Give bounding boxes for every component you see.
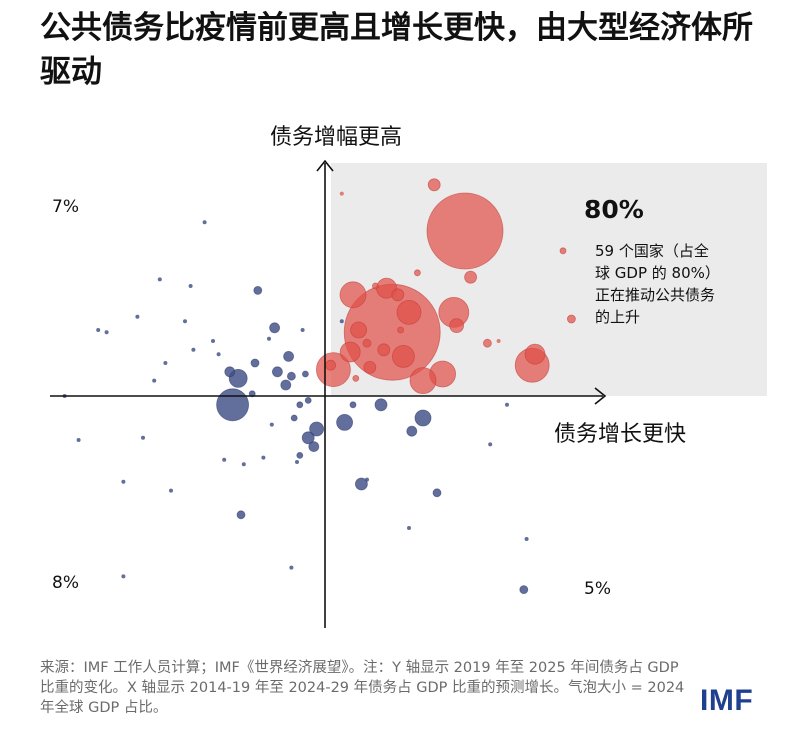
red-bubble <box>397 326 405 334</box>
blue-bubble <box>488 442 493 447</box>
red-bubble <box>350 321 368 339</box>
blue-bubble <box>236 510 246 520</box>
red-bubble <box>362 338 372 348</box>
blue-bubble <box>296 401 304 409</box>
top-right-note-line-3: 正在推动公共债务 <box>595 286 715 304</box>
blue-bubble <box>309 421 325 437</box>
blue-bubble <box>76 438 81 442</box>
blue-bubble <box>296 451 304 459</box>
blue-bubble <box>289 565 294 570</box>
blue-bubble <box>432 488 442 498</box>
blue-bubble <box>216 352 221 357</box>
blue-bubble <box>163 361 168 365</box>
red-bubble <box>449 318 465 334</box>
red-bubble <box>567 314 576 324</box>
bottom-left-percent: 8% <box>52 573 79 593</box>
blue-bubble <box>301 370 309 378</box>
source-note: 来源：IMF 工作人员计算；IMF《世界经济展望》。注：Y 轴显示 2019 年… <box>40 660 685 716</box>
top-right-note-line-2: 球 GDP 的 80%） <box>595 264 720 282</box>
red-bubble <box>464 270 478 284</box>
blue-bubble <box>224 366 236 378</box>
red-bubble <box>413 269 421 277</box>
x-axis-arrow <box>594 387 607 405</box>
imf-logo: IMF <box>700 684 754 717</box>
blue-bubble <box>135 314 140 319</box>
red-bubble <box>352 374 360 382</box>
blue-bubble <box>365 477 369 482</box>
blue-bubble <box>183 319 187 324</box>
blue-bubble <box>336 413 354 431</box>
blue-bubble <box>121 479 126 484</box>
red-bubble <box>339 281 367 309</box>
red-bubble <box>409 367 437 395</box>
blue-bubble <box>406 425 418 437</box>
blue-bubble <box>222 457 227 462</box>
blue-bubble <box>121 574 126 579</box>
blue-bubble <box>267 336 271 341</box>
top-right-percent: 80% <box>584 195 644 224</box>
blue-bubble <box>141 435 145 440</box>
blue-bubble <box>519 585 529 594</box>
blue-bubble <box>304 396 312 404</box>
blue-bubble <box>202 220 207 225</box>
blue-bubble <box>339 319 344 324</box>
blue-bubble <box>308 441 320 453</box>
blue-bubble <box>301 431 315 445</box>
blue-bubble <box>188 284 193 288</box>
red-bubble <box>377 343 391 357</box>
red-bubble <box>496 339 501 343</box>
blue-bubble <box>300 328 305 332</box>
top-right-note-line-1: 59 个国家（占全 <box>595 242 709 260</box>
red-bubble <box>325 359 337 371</box>
blue-bubble <box>283 350 295 362</box>
red-bubble <box>371 282 379 290</box>
red-bubble <box>339 341 361 363</box>
blue-bubble <box>349 401 357 409</box>
blue-bubble <box>250 358 260 368</box>
red-bubble <box>339 191 344 196</box>
blue-bubble <box>253 285 263 295</box>
blue-bubble <box>191 347 196 352</box>
blue-bubble <box>286 371 296 381</box>
blue-bubble <box>211 339 215 343</box>
blue-bubble <box>169 488 173 493</box>
blue-bubble <box>241 462 246 467</box>
red-bubble <box>427 178 441 192</box>
blue-bubble <box>374 398 388 412</box>
red-bubble <box>391 344 415 368</box>
chart-title: 公共债务比疫情前更高且增长更快，由大型经济体所驱动 <box>40 10 753 90</box>
blue-bubble <box>295 460 299 464</box>
red-bubble <box>396 299 422 325</box>
y-axis-arrow <box>316 159 334 172</box>
blue-bubble <box>157 277 162 282</box>
blue-bubble <box>280 379 292 391</box>
blue-bubble <box>216 388 250 422</box>
top-right-note-line-4: 的上升 <box>595 308 640 326</box>
x-axis-label: 债务增长更快 <box>554 422 686 447</box>
blue-bubble <box>261 455 266 460</box>
red-bubble <box>363 360 377 374</box>
bubble-layer <box>62 178 576 594</box>
blue-bubble <box>152 378 157 383</box>
blue-bubble <box>414 409 432 427</box>
blue-bubble <box>104 330 109 335</box>
y-axis-label: 债务增幅更高 <box>270 125 402 150</box>
blue-bubble <box>269 322 281 334</box>
blue-bubble <box>524 537 529 541</box>
blue-bubble <box>354 477 368 491</box>
red-bubble <box>524 343 546 365</box>
top-left-percent: 7% <box>52 197 79 217</box>
blue-bubble <box>290 414 298 422</box>
blue-bubble <box>407 526 411 530</box>
bottom-right-percent: 5% <box>584 579 611 599</box>
red-bubble <box>482 338 492 348</box>
blue-bubble <box>505 402 509 407</box>
blue-bubble <box>96 328 101 332</box>
red-bubble <box>559 247 567 255</box>
red-bubble <box>426 192 504 270</box>
red-bubble <box>391 288 405 302</box>
blue-bubble <box>269 422 274 427</box>
blue-bubble <box>271 366 283 378</box>
